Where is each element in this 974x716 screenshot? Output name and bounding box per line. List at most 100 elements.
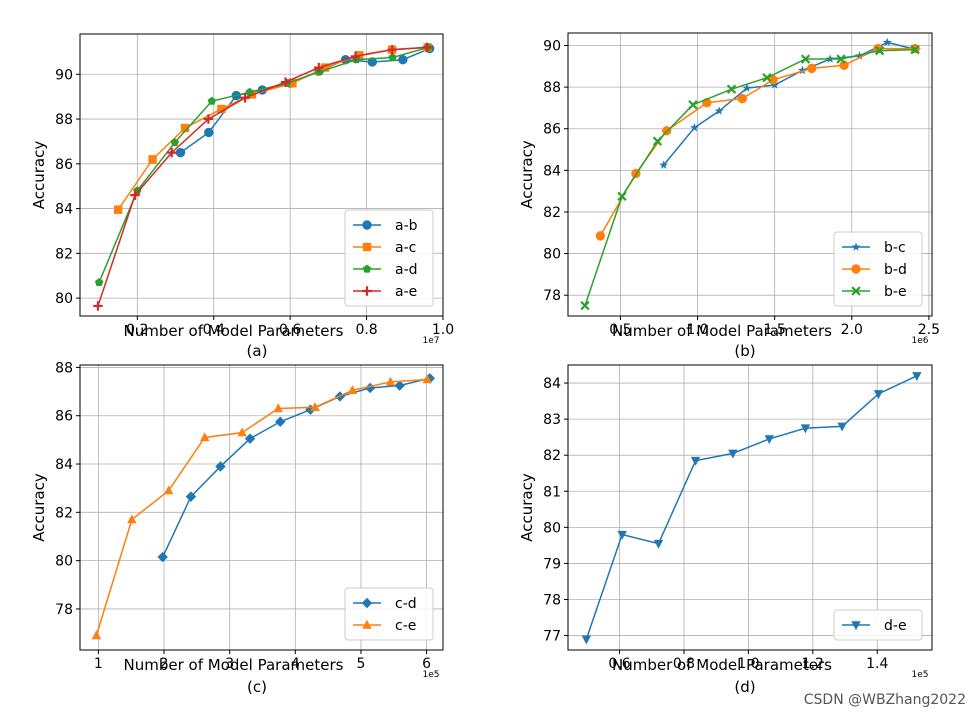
data-point-c-d <box>394 380 405 391</box>
legend-marker <box>851 242 861 251</box>
legend-marker <box>361 597 373 609</box>
data-point-c-d <box>275 416 286 427</box>
data-point-b-c <box>659 160 669 169</box>
data-point-b-d <box>595 231 606 241</box>
y-tick-label: 80 <box>543 247 561 263</box>
legend-marker <box>362 242 372 252</box>
legend-label: b-e <box>884 284 907 300</box>
data-point-c-d <box>244 433 256 444</box>
data-point-b-e <box>580 300 590 311</box>
legend-item-b-d: b-d <box>842 262 907 278</box>
data-point-b-c <box>690 123 699 132</box>
series-line-d-e <box>585 375 918 640</box>
x-tick-label: 2 <box>160 656 169 672</box>
x-axis-label: Number of Model Parameters <box>124 322 344 340</box>
data-point-c-d <box>185 491 197 502</box>
x-tick-label: 2.5 <box>918 322 940 338</box>
data-point-a-e <box>280 77 291 87</box>
data-point-b-c <box>770 80 780 89</box>
data-point-b-e <box>652 136 663 146</box>
x-offset-text: 1e6 <box>912 336 929 346</box>
y-tick-label: 81 <box>543 484 561 500</box>
series-a-e <box>93 42 432 311</box>
data-point-d-e <box>690 456 701 466</box>
y-tick-label: 84 <box>543 376 561 392</box>
plot-frame <box>79 364 444 651</box>
y-tick-label: 78 <box>543 288 561 304</box>
x-tick-label: 1.0 <box>686 322 708 338</box>
data-point-a-e <box>203 114 214 124</box>
plot-frame <box>79 33 444 317</box>
plot-frame <box>567 32 933 317</box>
y-tick-label: 78 <box>55 602 73 618</box>
legend-marker <box>362 286 372 296</box>
y-tick-label: 86 <box>55 409 73 425</box>
data-point-c-e <box>385 376 396 386</box>
legend-marker <box>362 220 372 230</box>
y-tick-label: 80 <box>55 291 73 307</box>
panel-caption: (a) <box>247 342 268 360</box>
y-tick-label: 82 <box>55 505 73 521</box>
x-axis-label: Number of Model Parameters <box>124 656 344 674</box>
data-point-a-b <box>175 147 186 158</box>
data-point-b-c <box>798 65 807 75</box>
data-point-b-d <box>806 63 817 74</box>
panel-caption: (c) <box>247 678 267 696</box>
series-b-e <box>580 44 920 311</box>
data-point-d-e <box>912 372 922 382</box>
data-point-a-c <box>180 123 190 133</box>
data-point-d-e <box>800 424 811 434</box>
data-point-b-e <box>836 54 846 64</box>
data-point-a-e <box>314 62 324 73</box>
data-point-a-c <box>148 155 157 164</box>
legend-box <box>833 609 923 641</box>
legend-marker <box>851 621 861 631</box>
x-tick-label: 0.2 <box>126 322 148 338</box>
data-point-a-e <box>422 42 432 53</box>
y-tick-label: 88 <box>543 80 561 96</box>
x-tick-label: 0.6 <box>608 656 630 672</box>
legend-label: c-e <box>395 618 416 634</box>
legend-item-a-d: a-d <box>353 262 418 278</box>
y-tick-label: 77 <box>543 629 561 645</box>
series-line-c-e <box>95 378 428 636</box>
legend-box <box>344 209 434 307</box>
data-point-a-e <box>93 301 103 311</box>
x-offset-text: 1e7 <box>423 336 440 346</box>
legend: a-b a-c a-d a-e <box>344 209 434 307</box>
data-point-a-b <box>398 55 408 65</box>
data-point-a-d <box>245 87 254 96</box>
legend-item-b-c: b-c <box>842 240 906 256</box>
plot-frame <box>567 364 933 651</box>
x-tick-label: 0.6 <box>279 322 301 338</box>
legend-label: d-e <box>884 618 907 634</box>
data-point-b-c <box>742 83 752 92</box>
legend-marker <box>362 619 372 629</box>
legend-item-b-e: b-e <box>842 284 907 300</box>
y-tick-label: 84 <box>55 202 73 218</box>
legend-box <box>344 587 434 641</box>
legend-label: a-e <box>395 284 417 300</box>
data-point-b-e <box>800 54 811 64</box>
legend-item-a-b: a-b <box>353 218 418 234</box>
x-tick-label: 6 <box>422 656 431 672</box>
series-a-c <box>114 43 432 214</box>
data-point-a-c <box>288 79 297 88</box>
legend-marker <box>851 264 861 274</box>
legend-box <box>833 231 923 307</box>
watermark: CSDN @WBZhang2022 <box>803 692 966 708</box>
x-tick-label: 0.5 <box>609 322 631 338</box>
x-tick-label: 0.4 <box>203 322 225 338</box>
legend-label: a-d <box>395 262 418 278</box>
y-tick-label: 80 <box>543 520 561 536</box>
series-line-b-d <box>599 47 916 237</box>
data-point-a-e <box>167 147 177 158</box>
legend-item-a-c: a-c <box>353 240 416 256</box>
y-axis-label: Accuracy <box>30 141 48 210</box>
y-tick-label: 80 <box>55 554 73 570</box>
data-point-c-e <box>310 402 320 411</box>
data-point-c-e <box>237 427 247 437</box>
data-point-c-e <box>273 403 283 413</box>
data-point-b-c <box>882 37 892 47</box>
